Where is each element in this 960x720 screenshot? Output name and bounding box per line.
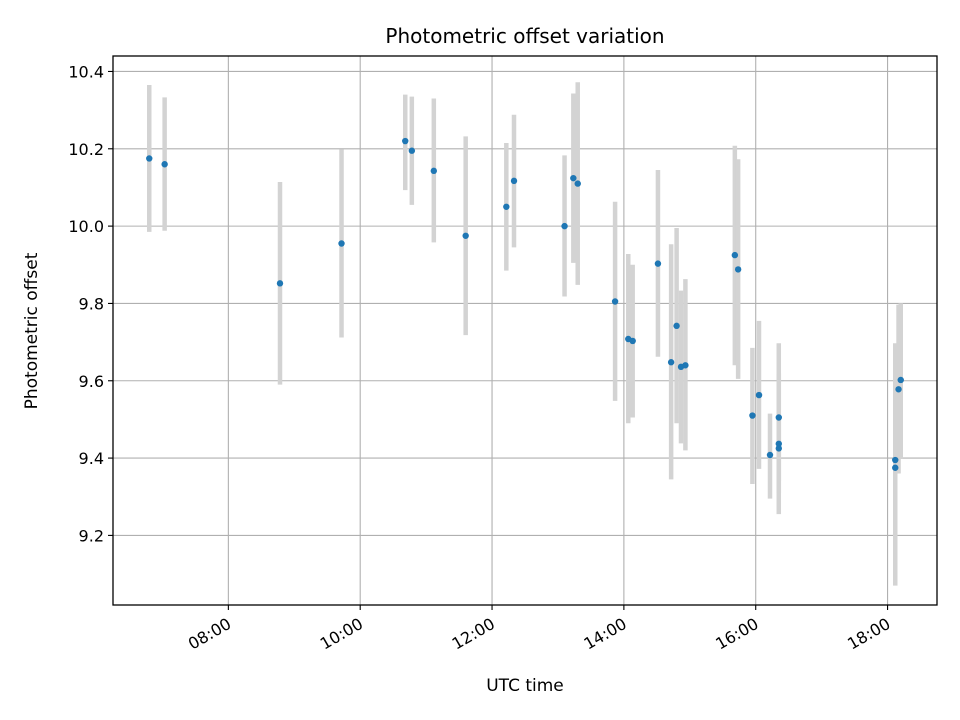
- y-axis-title: Photometric offset: [22, 252, 42, 409]
- data-point: [892, 456, 899, 464]
- data-point: [667, 359, 675, 366]
- data-point: [574, 180, 581, 187]
- data-point: [408, 147, 416, 154]
- x-axis-title: UTC time: [486, 676, 564, 696]
- y-axis: 9.2 9.4 9.6 9.8 10.0 10.2 10.4: [68, 62, 113, 545]
- data-point: [673, 322, 680, 330]
- y-tick-label: 10.2: [68, 140, 104, 159]
- data-point: [462, 232, 469, 239]
- y-tick-label: 9.4: [79, 449, 104, 468]
- plot-frame: [112, 55, 938, 606]
- data-points: [146, 137, 904, 471]
- data-point: [146, 155, 153, 162]
- data-point: [654, 260, 662, 267]
- data-point: [510, 177, 518, 185]
- data-point: [682, 362, 689, 369]
- data-point: [775, 445, 782, 452]
- y-tick-label: 10.0: [68, 217, 104, 236]
- chart-title: Photometric offset variation: [385, 24, 664, 48]
- data-point: [276, 280, 284, 287]
- y-tick-label: 10.4: [68, 62, 104, 81]
- data-point: [338, 240, 345, 247]
- y-tick-label: 9.6: [79, 372, 104, 391]
- y-tick-label: 9.8: [79, 294, 104, 313]
- grid: [113, 56, 937, 605]
- data-point: [503, 203, 510, 210]
- data-point: [895, 386, 902, 393]
- data-point: [561, 222, 568, 230]
- data-point: [775, 440, 782, 447]
- y-tick-label: 9.2: [79, 526, 104, 545]
- data-point: [570, 174, 577, 182]
- data-point: [734, 266, 742, 273]
- data-point: [749, 412, 756, 419]
- data-point: [755, 391, 763, 399]
- data-point: [897, 376, 904, 384]
- data-point: [430, 167, 438, 175]
- data-point: [892, 464, 899, 471]
- data-point: [775, 414, 782, 421]
- data-point: [611, 298, 619, 305]
- data-point: [629, 337, 636, 345]
- data-point: [161, 161, 168, 168]
- data-point: [402, 137, 409, 145]
- data-point: [766, 451, 774, 459]
- data-point: [731, 251, 739, 259]
